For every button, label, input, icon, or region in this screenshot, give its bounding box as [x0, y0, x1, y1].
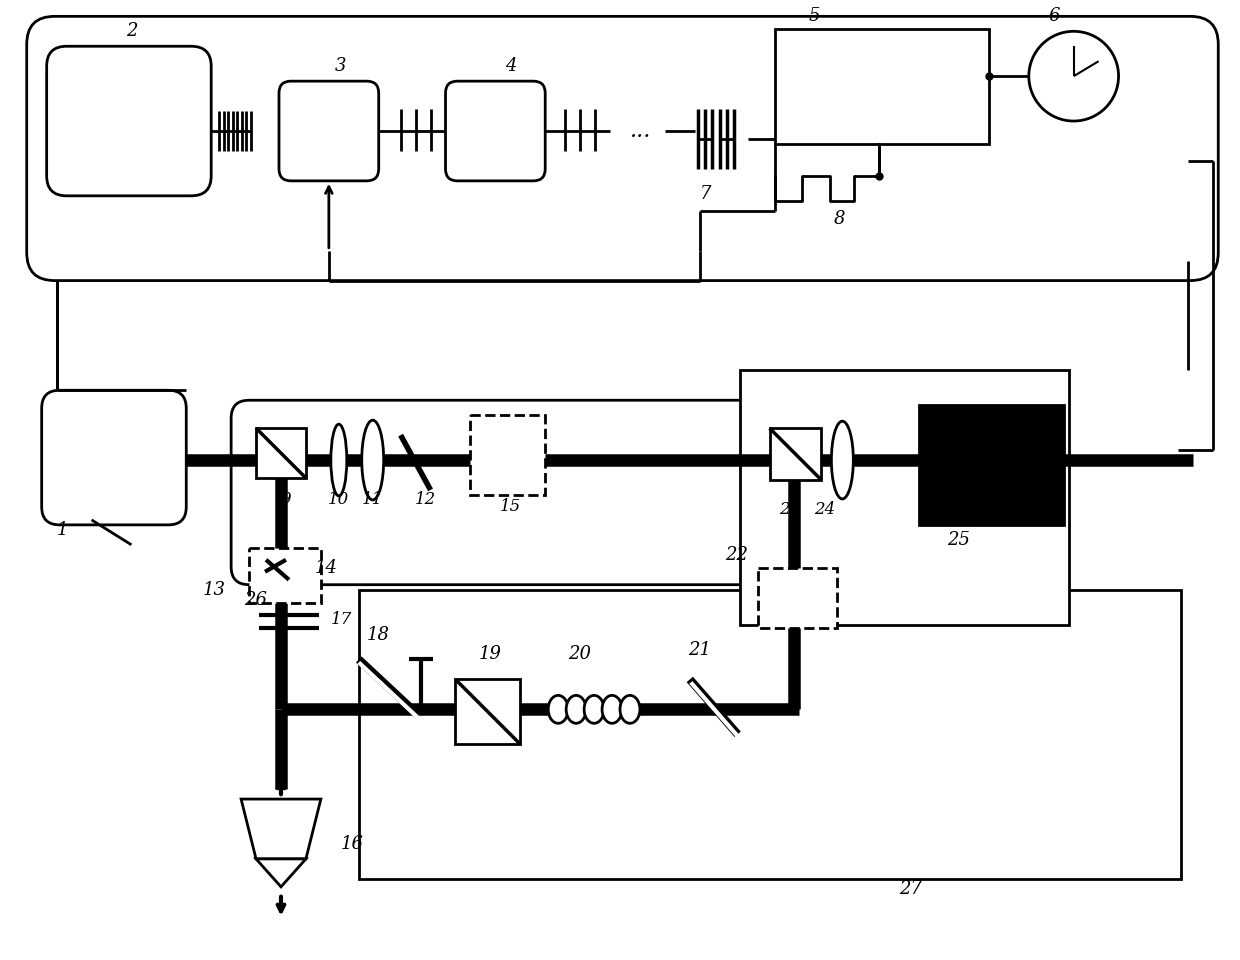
Polygon shape	[241, 799, 321, 859]
Bar	[470, 415, 546, 495]
FancyBboxPatch shape	[279, 82, 378, 180]
Text: 5: 5	[808, 8, 820, 25]
Text: 17: 17	[331, 612, 352, 628]
Text: 8: 8	[833, 209, 846, 228]
Text: 15: 15	[500, 498, 521, 516]
Text: 3: 3	[335, 58, 346, 75]
Ellipse shape	[331, 424, 347, 496]
Text: 21: 21	[688, 640, 712, 659]
Bar	[255, 428, 306, 478]
Ellipse shape	[584, 695, 604, 723]
Text: 23: 23	[779, 501, 800, 518]
Text: 19: 19	[479, 645, 502, 663]
Bar	[775, 30, 990, 144]
Text: 14: 14	[315, 559, 337, 577]
Text: ...: ...	[629, 120, 651, 142]
Bar	[739, 371, 1069, 625]
Ellipse shape	[548, 695, 568, 723]
Bar	[358, 589, 1182, 878]
Text: 22: 22	[724, 546, 748, 564]
Text: 4: 4	[505, 58, 516, 75]
FancyBboxPatch shape	[231, 400, 770, 585]
Ellipse shape	[831, 421, 853, 499]
Ellipse shape	[362, 420, 383, 500]
Bar	[919, 405, 1064, 525]
Ellipse shape	[620, 695, 640, 723]
Bar	[455, 680, 521, 744]
FancyBboxPatch shape	[27, 16, 1218, 280]
FancyBboxPatch shape	[42, 391, 186, 525]
Bar	[249, 548, 321, 603]
Text: 25: 25	[947, 531, 971, 549]
Text: 16: 16	[341, 835, 363, 852]
Text: 20: 20	[568, 645, 590, 663]
Circle shape	[1029, 32, 1118, 121]
Bar	[770, 428, 821, 480]
Text: 2: 2	[125, 22, 138, 40]
Text: 12: 12	[415, 492, 436, 509]
FancyBboxPatch shape	[47, 46, 211, 196]
Text: 24: 24	[813, 501, 835, 518]
Text: 9: 9	[280, 492, 291, 509]
Ellipse shape	[603, 695, 622, 723]
Text: 27: 27	[899, 879, 923, 898]
Text: 11: 11	[362, 492, 383, 509]
Text: 10: 10	[329, 492, 350, 509]
Text: 6: 6	[1048, 8, 1059, 25]
Text: 26: 26	[244, 590, 267, 609]
Text: 7: 7	[701, 185, 712, 203]
FancyBboxPatch shape	[445, 82, 546, 180]
Text: 18: 18	[367, 626, 391, 643]
Text: 13: 13	[202, 581, 226, 599]
Ellipse shape	[567, 695, 587, 723]
Bar	[758, 567, 837, 628]
Text: 1: 1	[57, 521, 68, 539]
Polygon shape	[255, 859, 306, 887]
